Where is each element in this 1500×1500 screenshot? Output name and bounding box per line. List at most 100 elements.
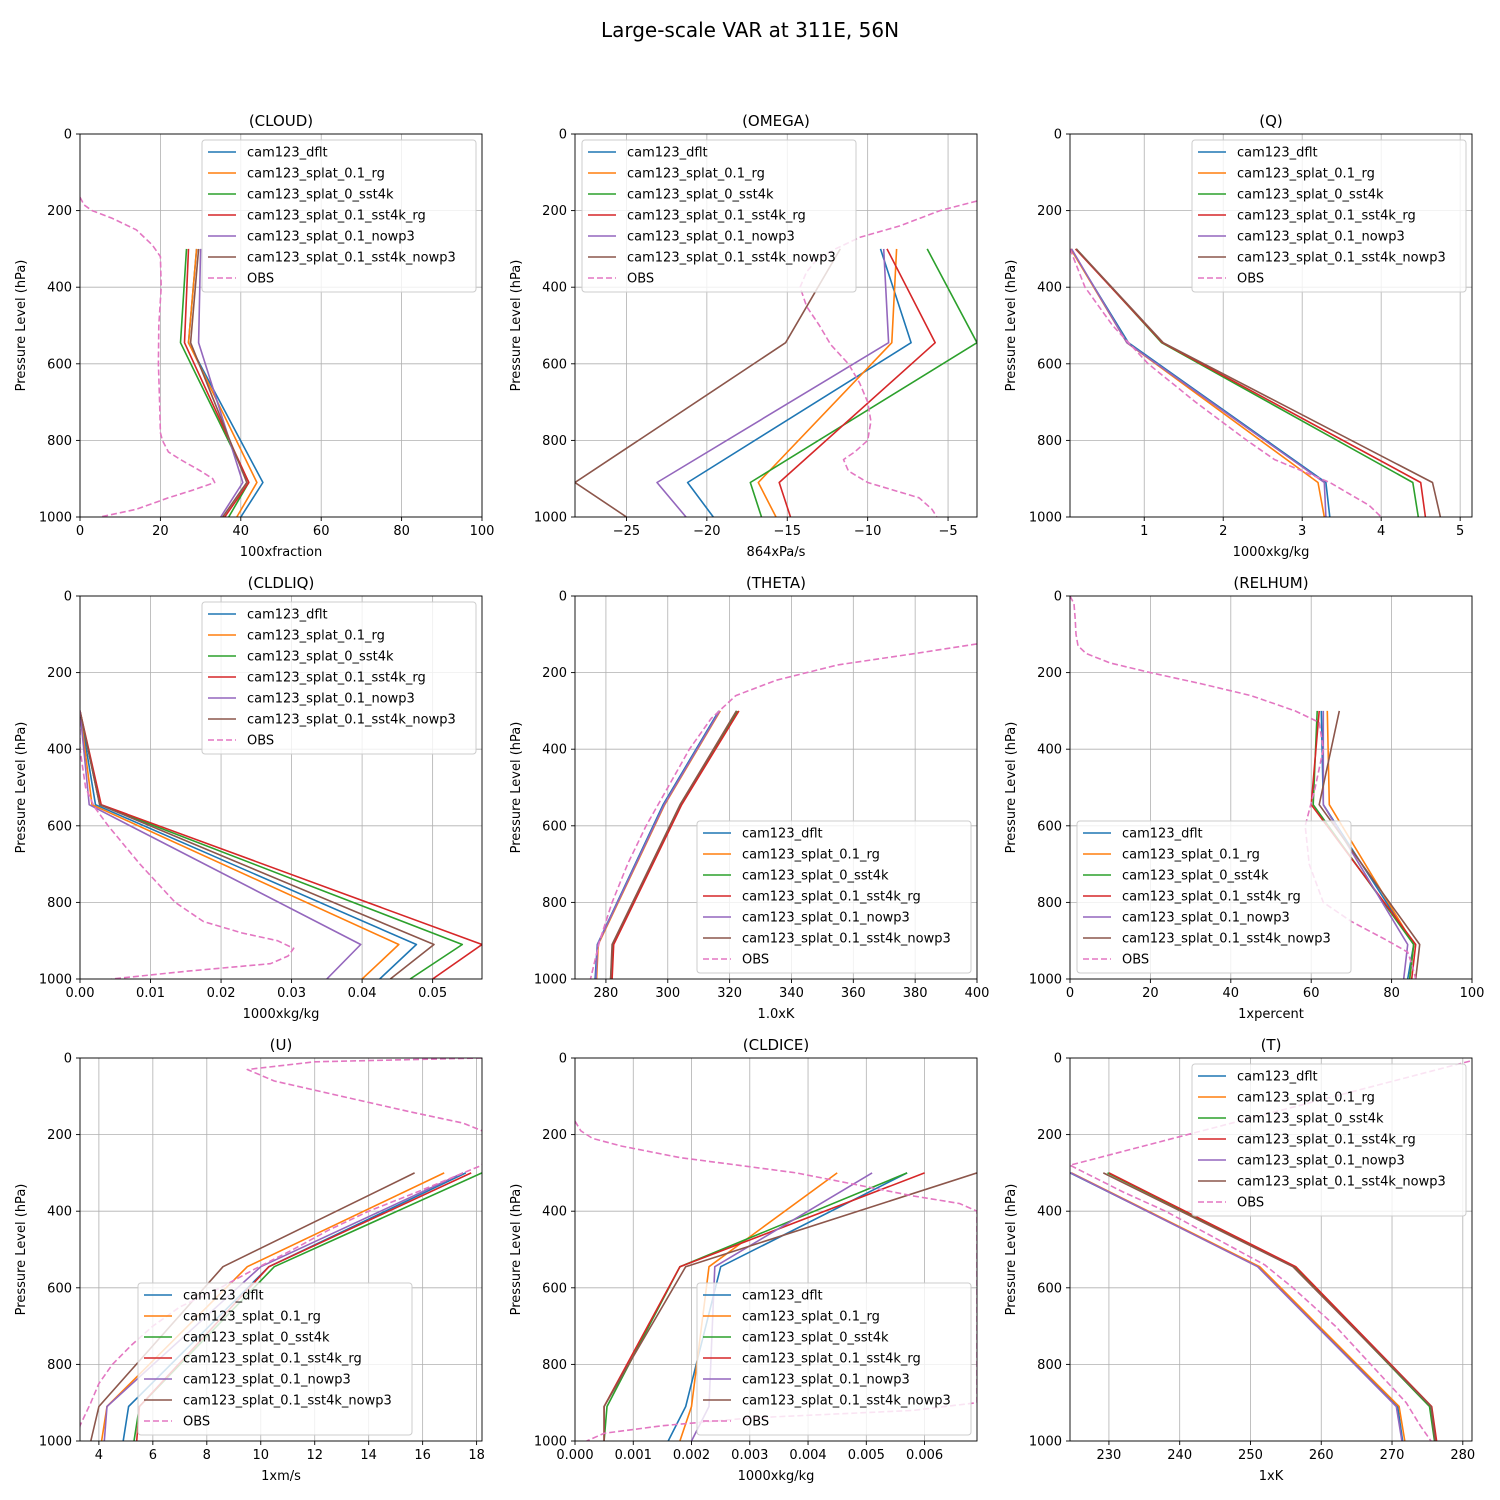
chart-panel: 0.00 0.01 0.02 0.03 0.04 0.05 0 200 400 600 800 100… xyxy=(14,574,483,1022)
x-tick-label: 4 xyxy=(95,1448,103,1463)
x-tick-label: 2 xyxy=(1219,524,1227,539)
series-line xyxy=(183,248,250,517)
y-tick-label: 800 xyxy=(47,1358,72,1373)
y-tick-label: 600 xyxy=(1037,357,1062,372)
series-line xyxy=(575,248,841,517)
x-tick-label: 0.002 xyxy=(673,1448,710,1463)
axes-frame xyxy=(79,595,483,980)
chart-title: (RELHUM) xyxy=(1233,574,1308,592)
x-tick-label: 0.003 xyxy=(731,1448,768,1463)
legend-label: cam123_dflt xyxy=(247,608,328,623)
y-tick-label: 600 xyxy=(47,357,72,372)
x-tick-label: 260 xyxy=(1309,1448,1334,1463)
series-line xyxy=(179,248,250,517)
legend-label: cam123_splat_0.1_nowp3 xyxy=(247,230,415,245)
x-tick-label: −25 xyxy=(613,524,640,539)
legend-label: cam123_dflt xyxy=(247,146,328,161)
legend-box xyxy=(696,1282,972,1436)
legend-box xyxy=(1191,139,1467,293)
y-axis-label: Pressure Level (hPa) xyxy=(14,722,29,854)
y-tick-label: 1000 xyxy=(534,973,567,988)
x-tick-label: 80 xyxy=(393,524,410,539)
x-tick-label: 0.005 xyxy=(848,1448,885,1463)
x-tick-label: 0 xyxy=(1066,986,1074,1001)
legend-label: cam123_splat_0_sst4k xyxy=(183,1331,330,1346)
y-tick-label: 800 xyxy=(1037,896,1062,911)
legend-label: cam123_splat_0.1_sst4k_rg xyxy=(1237,1133,1416,1148)
x-tick-label: 0.02 xyxy=(207,986,236,1001)
x-tick-label: 80 xyxy=(1383,986,1400,1001)
y-tick-label: 0 xyxy=(64,128,72,143)
axes-frame xyxy=(1069,133,1473,518)
legend: cam123_dflt cam123_splat_0.1_rg cam123_spl… xyxy=(1191,1063,1467,1217)
chart-title: (T) xyxy=(1261,1036,1282,1054)
x-tick-label: 14 xyxy=(360,1448,377,1463)
x-tick-label: 60 xyxy=(313,524,330,539)
y-tick-label: 800 xyxy=(1037,1358,1062,1373)
y-tick-label: 1000 xyxy=(534,511,567,526)
y-tick-label: 800 xyxy=(1037,434,1062,449)
series-group xyxy=(80,710,482,979)
series-line xyxy=(1070,596,1417,979)
y-tick-label: 600 xyxy=(1037,1281,1062,1296)
series-line xyxy=(589,643,977,979)
x-tick-label: 0.05 xyxy=(418,986,447,1001)
y-tick-label: 200 xyxy=(47,1128,72,1143)
x-tick-label: 360 xyxy=(841,986,866,1001)
y-tick-label: 800 xyxy=(542,434,567,449)
y-tick-label: 200 xyxy=(542,666,567,681)
series-line xyxy=(1070,248,1382,517)
axes-frame xyxy=(574,133,978,518)
y-tick-label: 0 xyxy=(64,590,72,605)
x-axis-label: 100xfraction xyxy=(240,545,322,560)
legend-label: cam123_splat_0_sst4k xyxy=(742,1331,889,1346)
y-axis-label: Pressure Level (hPa) xyxy=(14,260,29,392)
y-tick-label: 1000 xyxy=(1029,1435,1062,1450)
y-tick-label: 400 xyxy=(1037,1205,1062,1220)
chart-title: (OMEGA) xyxy=(742,112,810,130)
legend-box xyxy=(137,1282,413,1436)
series-line xyxy=(1075,248,1442,517)
legend-label: cam123_splat_0.1_nowp3 xyxy=(1237,1154,1405,1169)
y-tick-label: 400 xyxy=(542,1205,567,1220)
series-group xyxy=(1070,1060,1471,1441)
legend-label: cam123_splat_0.1_sst4k_nowp3 xyxy=(247,251,456,266)
legend-label: cam123_splat_0_sst4k xyxy=(742,869,889,884)
legend: cam123_dflt cam123_splat_0.1_rg cam123_spl… xyxy=(696,820,972,974)
y-tick-label: 200 xyxy=(47,666,72,681)
series-line xyxy=(1102,1172,1436,1441)
legend-label: cam123_dflt xyxy=(1237,146,1318,161)
legend-box xyxy=(696,820,972,974)
chart-title: (Q) xyxy=(1259,112,1283,130)
x-tick-label: 100 xyxy=(1460,986,1485,1001)
y-tick-label: 400 xyxy=(47,743,72,758)
x-tick-label: 400 xyxy=(965,986,990,1001)
x-tick-label: 0.004 xyxy=(789,1448,826,1463)
x-tick-label: 280 xyxy=(594,986,619,1001)
y-tick-label: 200 xyxy=(1037,204,1062,219)
chart-title: (THETA) xyxy=(746,574,806,592)
series-line xyxy=(1108,1172,1438,1441)
x-tick-label: 6 xyxy=(149,1448,157,1463)
legend-label: cam123_splat_0.1_rg xyxy=(742,1310,880,1325)
legend-label: cam123_splat_0.1_nowp3 xyxy=(1237,230,1405,245)
legend-label: OBS xyxy=(742,1415,769,1430)
series-line xyxy=(80,710,418,979)
legend-label: OBS xyxy=(247,272,274,287)
y-tick-label: 0 xyxy=(1054,128,1062,143)
legend-label: cam123_splat_0.1_rg xyxy=(742,848,880,863)
legend-label: OBS xyxy=(1237,1196,1264,1211)
y-axis-label: Pressure Level (hPa) xyxy=(14,1184,29,1316)
legend-label: cam123_splat_0.1_rg xyxy=(1237,1091,1375,1106)
legend-label: cam123_splat_0.1_sst4k_nowp3 xyxy=(1237,1175,1446,1190)
y-tick-label: 800 xyxy=(542,1358,567,1373)
legend-label: cam123_splat_0.1_sst4k_rg xyxy=(247,209,426,224)
x-axis-label: 1000xkg/kg xyxy=(243,1007,320,1022)
series-line xyxy=(80,710,435,979)
figure-title: Large-scale VAR at 311E, 56N xyxy=(601,18,899,42)
axes-frame xyxy=(574,1057,978,1442)
y-tick-label: 600 xyxy=(542,357,567,372)
series-line xyxy=(80,1058,482,1431)
legend-label: cam123_splat_0.1_sst4k_rg xyxy=(1122,890,1301,905)
